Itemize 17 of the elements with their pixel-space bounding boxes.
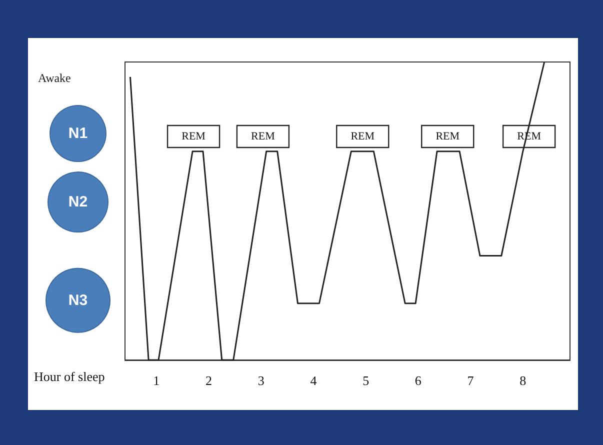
text: Awake bbox=[38, 70, 71, 85]
x-axis-title: Hour of sleep bbox=[34, 369, 105, 384]
x-tick-label: 6 bbox=[414, 373, 422, 388]
x-tick-label: 1 bbox=[153, 373, 160, 388]
text: N1 bbox=[68, 125, 88, 142]
annotation: REM bbox=[436, 130, 460, 142]
text: N3 bbox=[68, 292, 88, 309]
annotation: REM bbox=[182, 130, 206, 142]
x-tick-label: 3 bbox=[258, 373, 264, 388]
x-tick-label: 4 bbox=[310, 373, 318, 388]
x-tick-label: 7 bbox=[467, 373, 474, 388]
text: N2 bbox=[68, 194, 88, 211]
annotation: REM bbox=[350, 130, 375, 142]
x-tick-label: 2 bbox=[206, 373, 212, 388]
x-tick-label: 5 bbox=[362, 373, 370, 388]
annotation: REM bbox=[251, 130, 276, 142]
x-tick-label: 8 bbox=[520, 373, 526, 388]
